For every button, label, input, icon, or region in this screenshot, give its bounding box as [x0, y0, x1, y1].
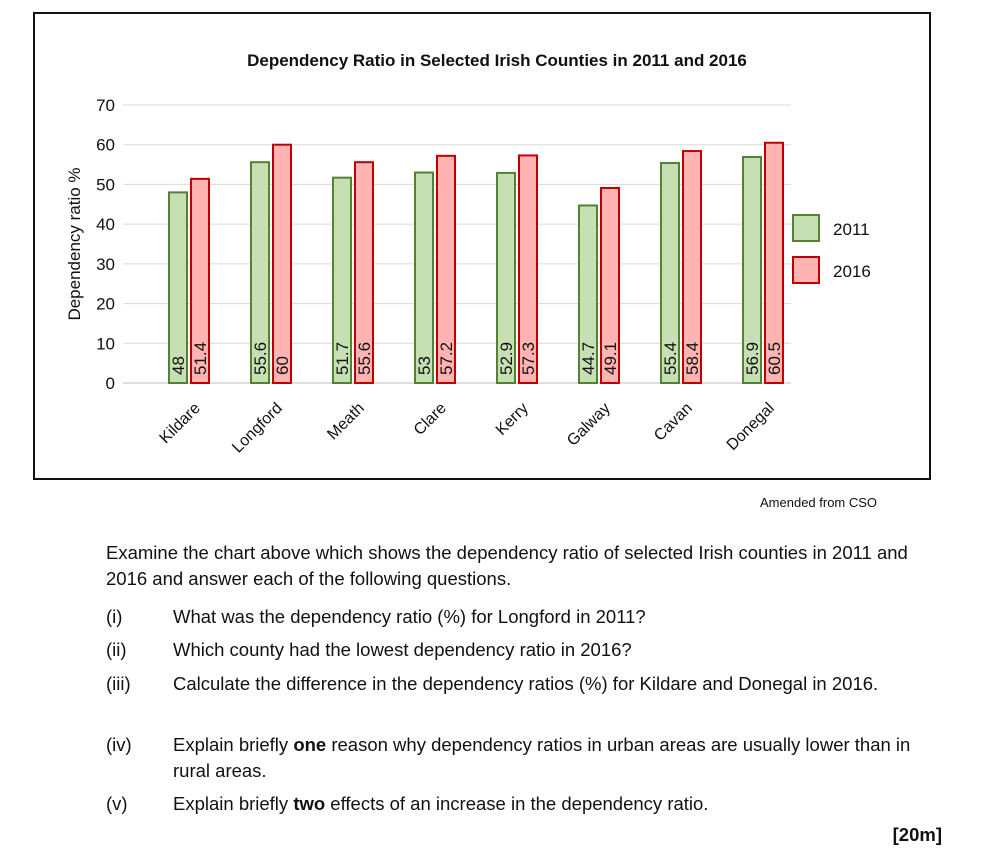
- data-label: 55.6: [251, 342, 270, 375]
- data-label: 44.7: [579, 342, 598, 375]
- y-axis-label: Dependency ratio %: [65, 167, 84, 320]
- bar-2016: [682, 150, 702, 384]
- instructions: Examine the chart above which shows the …: [106, 542, 908, 589]
- data-label: 60: [273, 356, 292, 375]
- question-text: Explain briefly two effects of an increa…: [173, 793, 709, 814]
- question-text: Explain briefly one reason why dependenc…: [173, 734, 911, 781]
- bar-2011: [414, 171, 434, 384]
- question-text: What was the dependency ratio (%) for Lo…: [173, 606, 646, 627]
- bar-2016: [518, 154, 538, 384]
- source-note: Amended from CSO: [760, 495, 878, 510]
- y-tick-label: 50: [96, 175, 115, 194]
- legend-swatch-2011: [792, 214, 820, 242]
- legend-swatch-2016: [792, 256, 820, 284]
- bar-2011: [660, 161, 680, 384]
- data-label: 58.4: [683, 342, 702, 375]
- question-number: (ii): [106, 639, 127, 660]
- bar-chart: Dependency Ratio in Selected Irish Count…: [65, 51, 871, 457]
- question-number: (v): [106, 793, 128, 814]
- data-label: 60.5: [765, 342, 784, 375]
- data-label: 51.4: [191, 342, 210, 375]
- bar-2016: [764, 141, 784, 384]
- marks-total: [20m]: [892, 824, 942, 845]
- chart-title: Dependency Ratio in Selected Irish Count…: [247, 51, 747, 70]
- question-text: Calculate the difference in the dependen…: [173, 673, 879, 694]
- bar-2011: [496, 171, 516, 384]
- y-tick-label: 0: [106, 374, 115, 393]
- bar-2011: [250, 161, 270, 384]
- data-label: 56.9: [743, 342, 762, 375]
- x-tick-label: Cavan: [651, 400, 696, 445]
- x-tick-label: Longford: [229, 400, 286, 457]
- y-tick-label: 60: [96, 136, 115, 155]
- data-label: 57.3: [519, 342, 538, 375]
- bar-2011: [168, 191, 188, 384]
- x-tick-label: Galway: [564, 400, 614, 450]
- x-tick-label: Meath: [324, 400, 367, 443]
- legend-label: 2011: [833, 220, 870, 239]
- bar-2016: [190, 177, 210, 384]
- bar-2011: [578, 204, 598, 384]
- bar-2016: [600, 187, 620, 384]
- legend-label: 2016: [833, 262, 871, 281]
- y-tick-label: 20: [96, 295, 115, 314]
- data-label: 49.1: [601, 342, 620, 375]
- question-number: (iv): [106, 734, 132, 755]
- y-tick-label: 70: [96, 96, 115, 115]
- question-number: (i): [106, 606, 123, 627]
- y-tick-label: 40: [96, 215, 115, 234]
- x-tick-label: Kildare: [157, 400, 204, 447]
- data-label: 48: [169, 356, 188, 375]
- data-label: 55.6: [355, 342, 374, 375]
- data-label: 55.4: [661, 342, 680, 375]
- y-tick-label: 10: [96, 334, 115, 353]
- question-number: (iii): [106, 673, 131, 694]
- question-text: Which county had the lowest dependency r…: [173, 639, 632, 660]
- bar-2016: [354, 161, 374, 384]
- bar-2016: [272, 143, 292, 384]
- x-tick-label: Clare: [411, 400, 450, 439]
- x-tick-label: Kerry: [493, 400, 532, 439]
- bar-2011: [742, 156, 762, 384]
- bar-2011: [332, 176, 352, 384]
- bar-2016: [436, 154, 456, 384]
- y-tick-label: 30: [96, 255, 115, 274]
- data-label: 57.2: [437, 342, 456, 375]
- data-label: 51.7: [333, 342, 352, 375]
- data-label: 52.9: [497, 342, 516, 375]
- data-label: 53: [415, 356, 434, 375]
- x-tick-label: Donegal: [724, 400, 778, 454]
- chart-frame: Dependency Ratio in Selected Irish Count…: [33, 12, 931, 480]
